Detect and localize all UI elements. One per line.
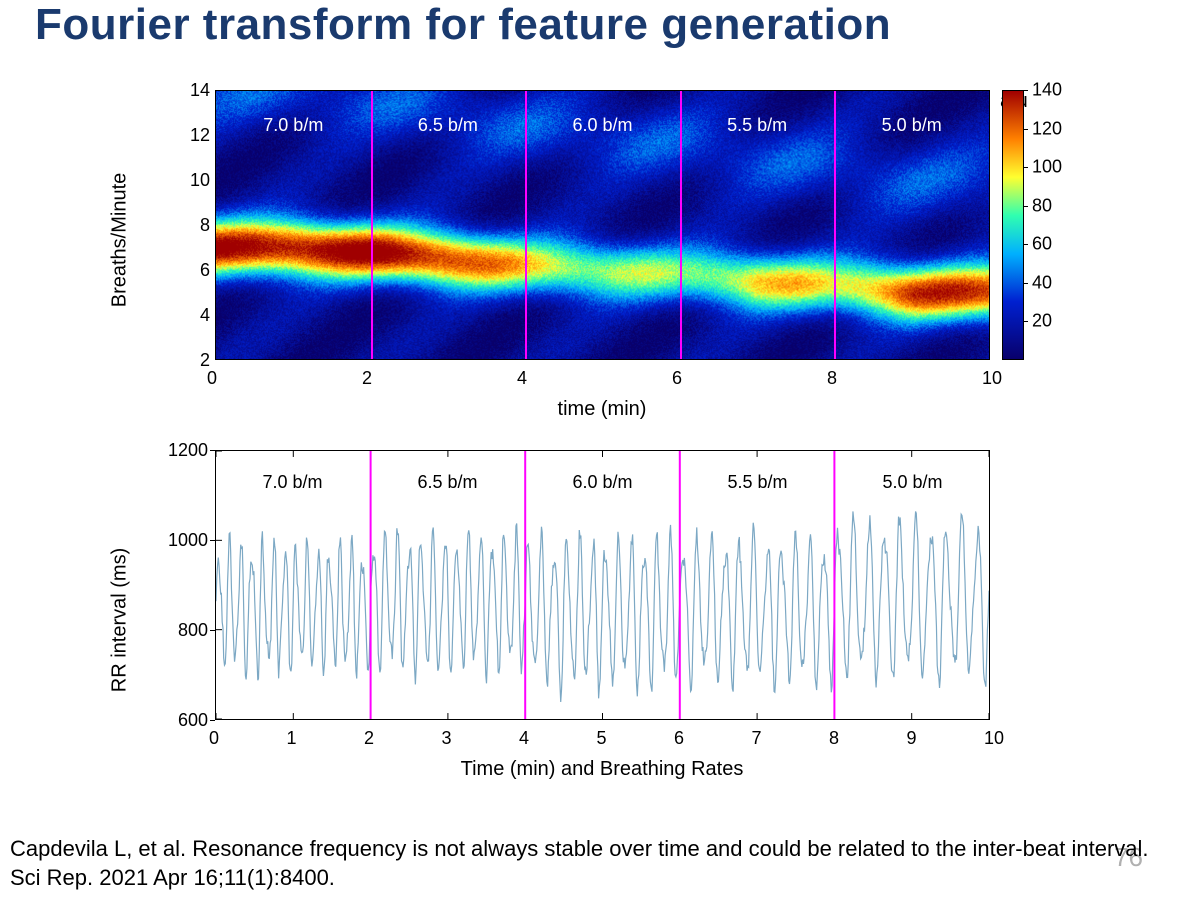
spectrogram-section-label: 6.5 b/m [418, 115, 478, 136]
spectrogram-plot-area: 7.0 b/m 6.5 b/m 6.0 b/m 5.5 b/m 5.0 b/m [215, 90, 990, 360]
citation-text: Capdevila L, et al. Resonance frequency … [10, 834, 1153, 893]
spectrogram-ytick: 4 [185, 305, 210, 326]
spectrogram-ytick: 8 [185, 215, 210, 236]
rr-interval-chart: RR interval (ms) 60080010001200 01234567… [40, 450, 1140, 790]
colorbar-tick-mark [1024, 129, 1028, 130]
spectrogram-xtick: 8 [827, 368, 837, 389]
rr-xtick: 3 [442, 728, 452, 749]
colorbar-tick-mark [1024, 206, 1028, 207]
rr-xtick: 2 [364, 728, 374, 749]
spectrogram-section-line [525, 91, 527, 359]
rr-xtick: 7 [752, 728, 762, 749]
colorbar-tick: 40 [1032, 272, 1052, 293]
rr-ytick-mark [210, 540, 215, 541]
rr-section-label: 7.0 b/m [262, 472, 322, 493]
rr-x-label: Time (min) and Breathing Rates [461, 758, 744, 781]
colorbar-tick: 100 [1032, 157, 1062, 178]
spectrogram-section-label: 5.5 b/m [727, 115, 787, 136]
colorbar-tick: 80 [1032, 195, 1052, 216]
colorbar-tick: 120 [1032, 118, 1062, 139]
colorbar-tick-mark [1024, 283, 1028, 284]
spectrogram-section-label: 7.0 b/m [263, 115, 323, 136]
colorbar [1002, 90, 1024, 360]
rr-xtick: 5 [597, 728, 607, 749]
colorbar-tick-mark [1024, 167, 1028, 168]
rr-ytick-mark [210, 630, 215, 631]
rr-ytick: 1200 [158, 440, 208, 461]
rr-xtick: 9 [907, 728, 917, 749]
rr-section-label: 6.5 b/m [417, 472, 477, 493]
spectrogram-ytick: 10 [185, 170, 210, 191]
rr-ytick-mark [210, 720, 215, 721]
colorbar-tick-mark [1024, 90, 1028, 91]
rr-section-label: 5.5 b/m [727, 472, 787, 493]
colorbar-tick: 140 [1032, 80, 1062, 101]
rr-xtick: 10 [984, 728, 1004, 749]
rr-ytick: 600 [158, 710, 208, 731]
spectrogram-xtick: 0 [207, 368, 217, 389]
rr-xtick: 4 [519, 728, 529, 749]
rr-section-label: 6.0 b/m [572, 472, 632, 493]
rr-section-label: 5.0 b/m [882, 472, 942, 493]
spectrogram-ytick: 14 [185, 80, 210, 101]
colorbar-tick-mark [1024, 321, 1028, 322]
spectrogram-xtick: 6 [672, 368, 682, 389]
rr-xtick: 6 [674, 728, 684, 749]
colorbar-tick: 20 [1032, 311, 1052, 332]
spectrogram-section-label: 6.0 b/m [572, 115, 632, 136]
spectrogram-section-line [834, 91, 836, 359]
spectrogram-section-line [680, 91, 682, 359]
rr-ytick: 800 [158, 620, 208, 641]
spectrogram-xtick: 2 [362, 368, 372, 389]
rr-xtick: 0 [209, 728, 219, 749]
spectrogram-ytick: 12 [185, 125, 210, 146]
rr-ytick-mark [210, 450, 215, 451]
colorbar-tick: 60 [1032, 234, 1052, 255]
rr-xtick: 8 [829, 728, 839, 749]
rr-line [216, 511, 989, 701]
spectrogram-section-line [371, 91, 373, 359]
colorbar-tick-mark [1024, 244, 1028, 245]
spectrogram-chart: Breaths/Minute 7.0 b/m 6.5 b/m 6.0 b/m 5.5 … [40, 90, 1140, 390]
spectrogram-x-label: time (min) [558, 398, 647, 421]
page-title: Fourier transform for feature generation [0, 0, 1183, 60]
spectrogram-ytick: 6 [185, 260, 210, 281]
charts-container: a.u Breaths/Minute 7.0 b/m6.5 b/m6.0 b/m… [40, 90, 1140, 790]
rr-y-label: RR interval (ms) [109, 548, 132, 692]
rr-xtick: 1 [287, 728, 297, 749]
spectrogram-xtick: 10 [982, 368, 1002, 389]
spectrogram-y-label: Breaths/Minute [109, 173, 132, 308]
spectrogram-xtick: 4 [517, 368, 527, 389]
rr-ytick: 1000 [158, 530, 208, 551]
spectrogram-section-label: 5.0 b/m [882, 115, 942, 136]
